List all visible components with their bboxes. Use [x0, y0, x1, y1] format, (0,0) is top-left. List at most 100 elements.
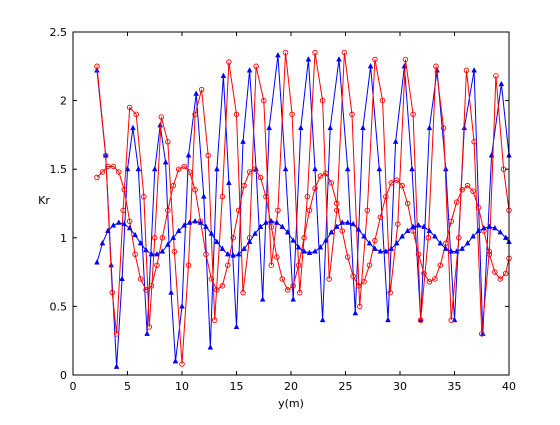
data-point — [317, 173, 324, 179]
data-point — [410, 111, 416, 118]
data-point — [312, 49, 318, 56]
x-tick-label: 10 — [175, 380, 189, 393]
x-axis: 0 5 10 15 20 25 30 35 40 — [70, 32, 516, 393]
data-point — [498, 80, 505, 87]
data-point — [235, 250, 242, 257]
data-point — [181, 222, 187, 228]
data-point — [383, 193, 389, 200]
data-point — [170, 182, 177, 189]
data-point — [297, 124, 304, 131]
series-line — [96, 165, 510, 291]
data-point — [377, 248, 384, 254]
data-point — [372, 56, 378, 63]
data-point — [388, 180, 395, 186]
data-point — [421, 270, 427, 277]
data-point — [171, 248, 178, 255]
data-point — [383, 248, 389, 254]
data-point — [409, 165, 415, 172]
data-point — [295, 262, 302, 268]
data-point — [437, 239, 444, 246]
data-point — [282, 49, 289, 56]
data-point — [233, 323, 240, 330]
data-point — [268, 224, 275, 230]
data-point — [319, 316, 326, 323]
data-point — [257, 223, 264, 229]
data-point — [334, 200, 340, 207]
data-point — [208, 276, 215, 282]
data-point — [158, 114, 165, 120]
data-point — [159, 235, 166, 241]
data-point — [126, 224, 133, 231]
data-point — [246, 169, 253, 175]
data-point — [366, 262, 373, 268]
data-point — [492, 269, 498, 275]
data-point — [126, 218, 133, 225]
data-point — [207, 344, 214, 350]
data-point — [361, 233, 367, 239]
data-point — [377, 214, 384, 220]
data-point — [211, 317, 218, 323]
data-point — [274, 219, 280, 225]
data-point — [361, 278, 367, 285]
data-point — [157, 121, 164, 128]
data-point — [185, 262, 192, 268]
data-point — [404, 227, 411, 233]
data-point — [399, 233, 405, 239]
data-point — [233, 111, 240, 118]
data-point — [170, 234, 177, 240]
data-point — [475, 227, 482, 233]
plot-area — [73, 32, 509, 375]
data-point — [197, 219, 204, 225]
data-point — [219, 283, 226, 289]
data-point — [486, 223, 493, 229]
data-point — [355, 283, 362, 289]
data-point — [165, 139, 171, 145]
data-point — [404, 200, 411, 207]
data-point — [119, 275, 125, 282]
data-point — [185, 152, 192, 158]
data-point — [175, 227, 182, 233]
data-point — [410, 223, 416, 229]
data-point — [266, 124, 273, 131]
data-point — [326, 276, 332, 282]
data-point — [99, 169, 106, 175]
data-point — [116, 169, 122, 175]
y-tick-label: 2 — [60, 95, 67, 108]
data-point — [230, 252, 237, 258]
data-point — [437, 262, 444, 268]
data-point — [279, 276, 286, 282]
data-point — [388, 245, 395, 251]
data-point — [141, 193, 147, 200]
data-point — [151, 235, 158, 241]
data-point — [275, 51, 281, 58]
data-point — [339, 228, 345, 234]
data-point — [356, 303, 363, 310]
data-point — [352, 309, 359, 316]
data-point — [344, 219, 351, 225]
data-point — [257, 174, 264, 181]
data-point — [328, 228, 335, 235]
data-point — [284, 287, 291, 293]
data-point — [301, 235, 307, 241]
data-point — [471, 67, 477, 73]
data-point — [252, 166, 258, 172]
data-point — [205, 152, 211, 159]
data-point — [94, 259, 100, 265]
data-point — [259, 296, 266, 302]
data-point — [392, 138, 399, 144]
data-point — [426, 227, 433, 233]
x-tick-label: 15 — [230, 380, 244, 393]
data-point — [296, 289, 303, 296]
data-point — [192, 217, 198, 224]
data-point — [456, 235, 462, 241]
data-point — [146, 324, 153, 330]
data-point — [393, 239, 400, 246]
data-point — [126, 104, 133, 111]
data-point — [372, 237, 378, 244]
data-point — [306, 249, 313, 255]
data-point — [246, 67, 253, 73]
data-point — [214, 165, 220, 172]
data-point — [306, 207, 313, 214]
data-point — [165, 207, 171, 214]
data-point — [459, 245, 465, 251]
